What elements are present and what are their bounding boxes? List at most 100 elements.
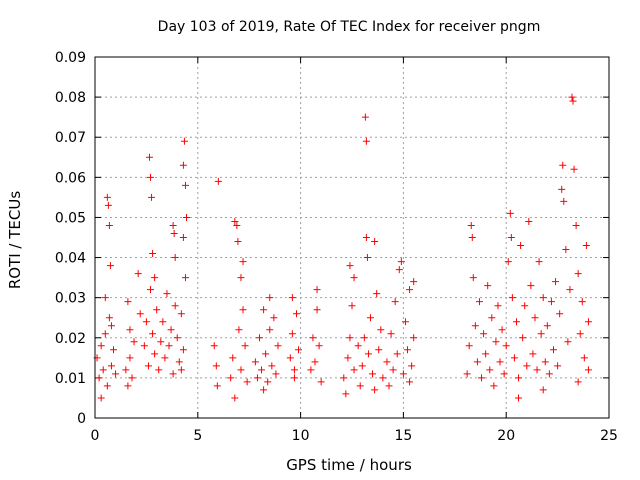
data-point: [531, 314, 539, 322]
data-point: [231, 394, 239, 402]
data-point: [480, 330, 488, 338]
data-point: [124, 382, 132, 390]
data-point: [408, 362, 416, 370]
data-point: [552, 278, 560, 286]
y-tick-labels: 0 0.01 0.02 0.03 0.04 0.05 0.06 0.07 0.08 0.09: [55, 50, 86, 427]
data-point: [313, 286, 321, 294]
x-tick-labels: 0 5 10 15 20 25: [91, 428, 618, 444]
data-point: [533, 366, 541, 374]
data-point: [266, 294, 274, 302]
data-point: [175, 358, 183, 366]
y-tick-label: 0.04: [55, 251, 86, 267]
plot-frame: [94, 56, 610, 419]
data-point: [163, 290, 171, 298]
data-point: [471, 322, 479, 330]
data-point: [101, 330, 109, 338]
data-point: [539, 294, 547, 302]
data-point: [177, 310, 185, 318]
data-point: [260, 306, 268, 314]
data-point: [128, 374, 136, 382]
data-point: [151, 350, 159, 358]
data-point: [543, 322, 551, 330]
chart-title: Day 103 of 2019, Rate Of TEC Index for r…: [158, 19, 541, 35]
data-point: [212, 362, 220, 370]
data-point: [290, 374, 298, 382]
data-point: [406, 378, 414, 386]
data-point: [272, 370, 280, 378]
data-point: [410, 278, 418, 286]
data-point: [97, 342, 105, 350]
y-tick-label: 0.06: [55, 170, 86, 186]
data-point: [179, 161, 187, 169]
data-point: [286, 354, 294, 362]
data-point: [315, 342, 323, 350]
data-point: [529, 350, 537, 358]
data-point: [148, 193, 156, 201]
data-point: [243, 378, 251, 386]
data-point: [292, 310, 300, 318]
data-point: [97, 394, 105, 402]
data-point: [560, 197, 568, 205]
data-point: [556, 310, 564, 318]
data-point: [554, 362, 562, 370]
data-point: [288, 294, 296, 302]
data-point: [144, 362, 152, 370]
data-point: [486, 366, 494, 374]
data-point: [504, 258, 512, 266]
data-point: [260, 386, 268, 394]
data-point: [179, 234, 187, 241]
data-point: [360, 334, 368, 342]
data-point: [584, 318, 592, 326]
y-tick-label: 0.01: [55, 371, 86, 387]
data-point: [179, 346, 187, 354]
data-point: [342, 390, 350, 398]
data-point: [363, 254, 371, 262]
data-point: [313, 306, 321, 314]
data-point: [468, 234, 476, 241]
data-point: [307, 366, 315, 374]
data-point: [262, 350, 270, 358]
data-point: [210, 342, 218, 350]
data-point: [484, 282, 492, 290]
data-point: [549, 346, 557, 354]
data-point: [344, 354, 352, 362]
data-point: [317, 378, 325, 386]
data-point: [268, 362, 276, 370]
data-point: [255, 334, 263, 342]
data-point: [580, 354, 588, 362]
data-point: [572, 221, 580, 229]
data-point: [253, 374, 261, 382]
data-point: [346, 334, 354, 342]
data-point: [348, 302, 356, 310]
data-point: [406, 286, 414, 294]
data-point: [568, 93, 576, 101]
data-point: [473, 358, 481, 366]
grid-lines: [95, 57, 609, 418]
data-point: [490, 382, 498, 390]
data-point: [410, 334, 418, 342]
data-point: [239, 258, 247, 266]
data-point: [387, 330, 395, 338]
data-point: [251, 358, 259, 366]
data-point: [584, 366, 592, 374]
data-point: [177, 366, 185, 374]
data-point: [519, 334, 527, 342]
data-point: [475, 298, 483, 306]
data-point: [502, 342, 510, 350]
y-tick-label: 0.02: [55, 331, 86, 347]
data-point: [371, 386, 379, 394]
data-point: [564, 338, 572, 346]
data-point: [134, 270, 142, 278]
data-point: [235, 326, 243, 334]
data-point: [401, 318, 409, 326]
data-point: [274, 342, 282, 350]
data-point: [157, 338, 165, 346]
data-point: [547, 298, 555, 306]
data-point: [463, 370, 471, 378]
data-point: [124, 298, 132, 306]
data-point: [270, 314, 278, 322]
data-point: [106, 262, 114, 270]
data-point: [107, 322, 115, 330]
data-point: [371, 238, 379, 246]
data-point: [574, 378, 582, 386]
